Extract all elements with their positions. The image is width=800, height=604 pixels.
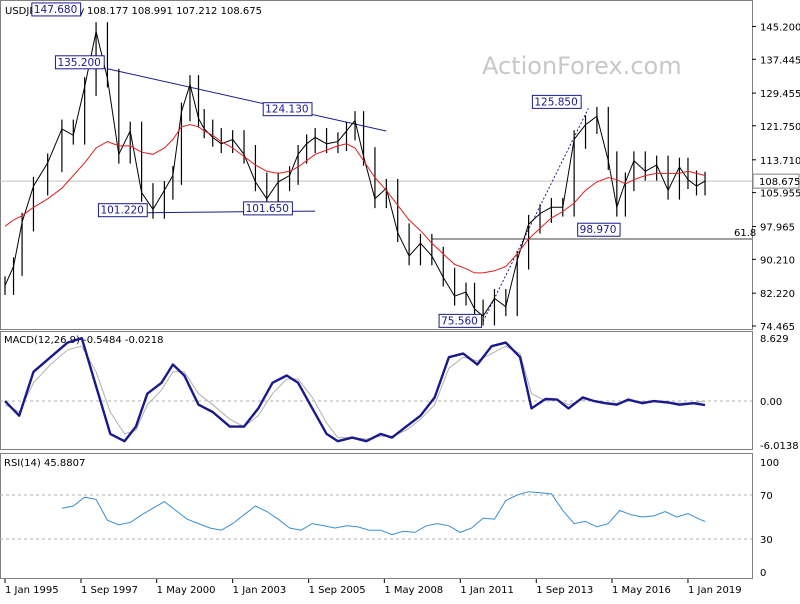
price-tick-label: 74.465 bbox=[760, 322, 795, 333]
macd-axis: 8.629 0.00 -6.0138 bbox=[760, 334, 799, 452]
price-tick-label: 90.210 bbox=[760, 255, 795, 266]
price-panel-frame bbox=[0, 0, 753, 330]
x-tick-label: 1 Sep 1997 bbox=[81, 585, 138, 596]
price-annotation-box bbox=[531, 94, 582, 109]
x-tick-label: 1 Jan 2003 bbox=[233, 585, 287, 596]
price-annotation-box bbox=[262, 102, 313, 117]
price-layer: 61.8 147.680 135.200 124.130 101.220 101.650 7… bbox=[0, 2, 756, 328]
price-line bbox=[4, 31, 706, 317]
rsi-layer bbox=[0, 491, 752, 540]
price-annotation-box bbox=[97, 203, 148, 218]
price-annotation-label: 124.130 bbox=[265, 104, 308, 116]
moving-average-line bbox=[4, 124, 706, 274]
rsi-tick-label: 0 bbox=[760, 568, 766, 579]
current-price-box bbox=[752, 173, 800, 189]
rsi-line bbox=[61, 491, 706, 536]
fib-61-8-label: 61.8 bbox=[734, 228, 756, 239]
x-tick-label: 1 Jan 1995 bbox=[5, 585, 59, 596]
rsi-tick-label: 30 bbox=[760, 535, 773, 546]
macd-signal-line bbox=[4, 345, 706, 440]
price-annotation-label: 101.650 bbox=[246, 203, 289, 215]
x-tick-label: 1 Jan 2019 bbox=[688, 585, 742, 596]
trendline bbox=[107, 68, 387, 132]
rsi-panel-title: RSI(14) 45.8807 bbox=[4, 458, 85, 469]
watermark: ActionForex.com bbox=[482, 52, 682, 80]
chart-ohlc-values: 108.177 108.991 107.212 108.675 bbox=[87, 6, 262, 17]
price-annotation-label: 98.970 bbox=[580, 224, 617, 236]
rsi-axis: 100 70 30 0 bbox=[760, 458, 779, 579]
price-annotation-box bbox=[438, 313, 482, 328]
price-tick-label: 105.955 bbox=[760, 189, 800, 200]
trendline bbox=[482, 108, 589, 322]
macd-panel-title: MACD(12,26,9) -0.5484 -0.0218 bbox=[4, 335, 164, 346]
price-annotation-box bbox=[243, 201, 293, 216]
price-tick-label: 145.200 bbox=[760, 22, 800, 33]
current-price-label: 108.675 bbox=[759, 177, 800, 188]
price-annotation-box bbox=[31, 2, 82, 17]
x-tick-label: 1 May 2016 bbox=[612, 585, 671, 596]
price-annotation-label: 147.680 bbox=[34, 4, 77, 16]
price-annotation-label: 75.560 bbox=[441, 315, 478, 327]
x-tick-label: 1 May 2000 bbox=[157, 585, 216, 596]
price-tick-label: 113.710 bbox=[760, 156, 800, 167]
rsi-tick-label: 70 bbox=[760, 491, 773, 502]
price-axis: 145.200 137.445 129.455 121.750 113.710 105.9… bbox=[752, 22, 800, 333]
x-tick-label: 1 May 2008 bbox=[384, 585, 443, 596]
price-annotation-box bbox=[577, 222, 621, 237]
macd-panel-frame bbox=[0, 331, 753, 450]
macd-layer bbox=[0, 337, 752, 443]
macd-line bbox=[4, 337, 706, 443]
price-tick-label: 97.965 bbox=[760, 222, 795, 233]
x-tick-label: 1 Jan 2011 bbox=[460, 585, 514, 596]
macd-tick-label: 8.629 bbox=[760, 334, 789, 345]
x-tick-label: 1 Sep 2013 bbox=[536, 585, 593, 596]
x-tick-label: 1 Sep 2005 bbox=[309, 585, 366, 596]
macd-tick-label: -6.0138 bbox=[760, 441, 799, 452]
rsi-panel-frame bbox=[0, 453, 753, 579]
rsi-tick-label: 100 bbox=[760, 458, 779, 469]
price-annotation-label: 125.850 bbox=[534, 96, 577, 108]
price-annotation-label: 101.220 bbox=[100, 205, 143, 217]
price-tick-label: 121.750 bbox=[760, 122, 800, 133]
macd-tick-label: 0.00 bbox=[760, 397, 782, 408]
price-annotation-label: 135.200 bbox=[57, 57, 100, 69]
price-tick-label: 129.455 bbox=[760, 89, 800, 100]
x-axis: 1 Jan 1995 1 Sep 1997 1 May 2000 1 Jan 2003… bbox=[4, 579, 742, 596]
price-tick-label: 82.220 bbox=[760, 289, 795, 300]
price-annotation-box bbox=[54, 55, 105, 70]
price-tick-label: 137.445 bbox=[760, 55, 800, 66]
